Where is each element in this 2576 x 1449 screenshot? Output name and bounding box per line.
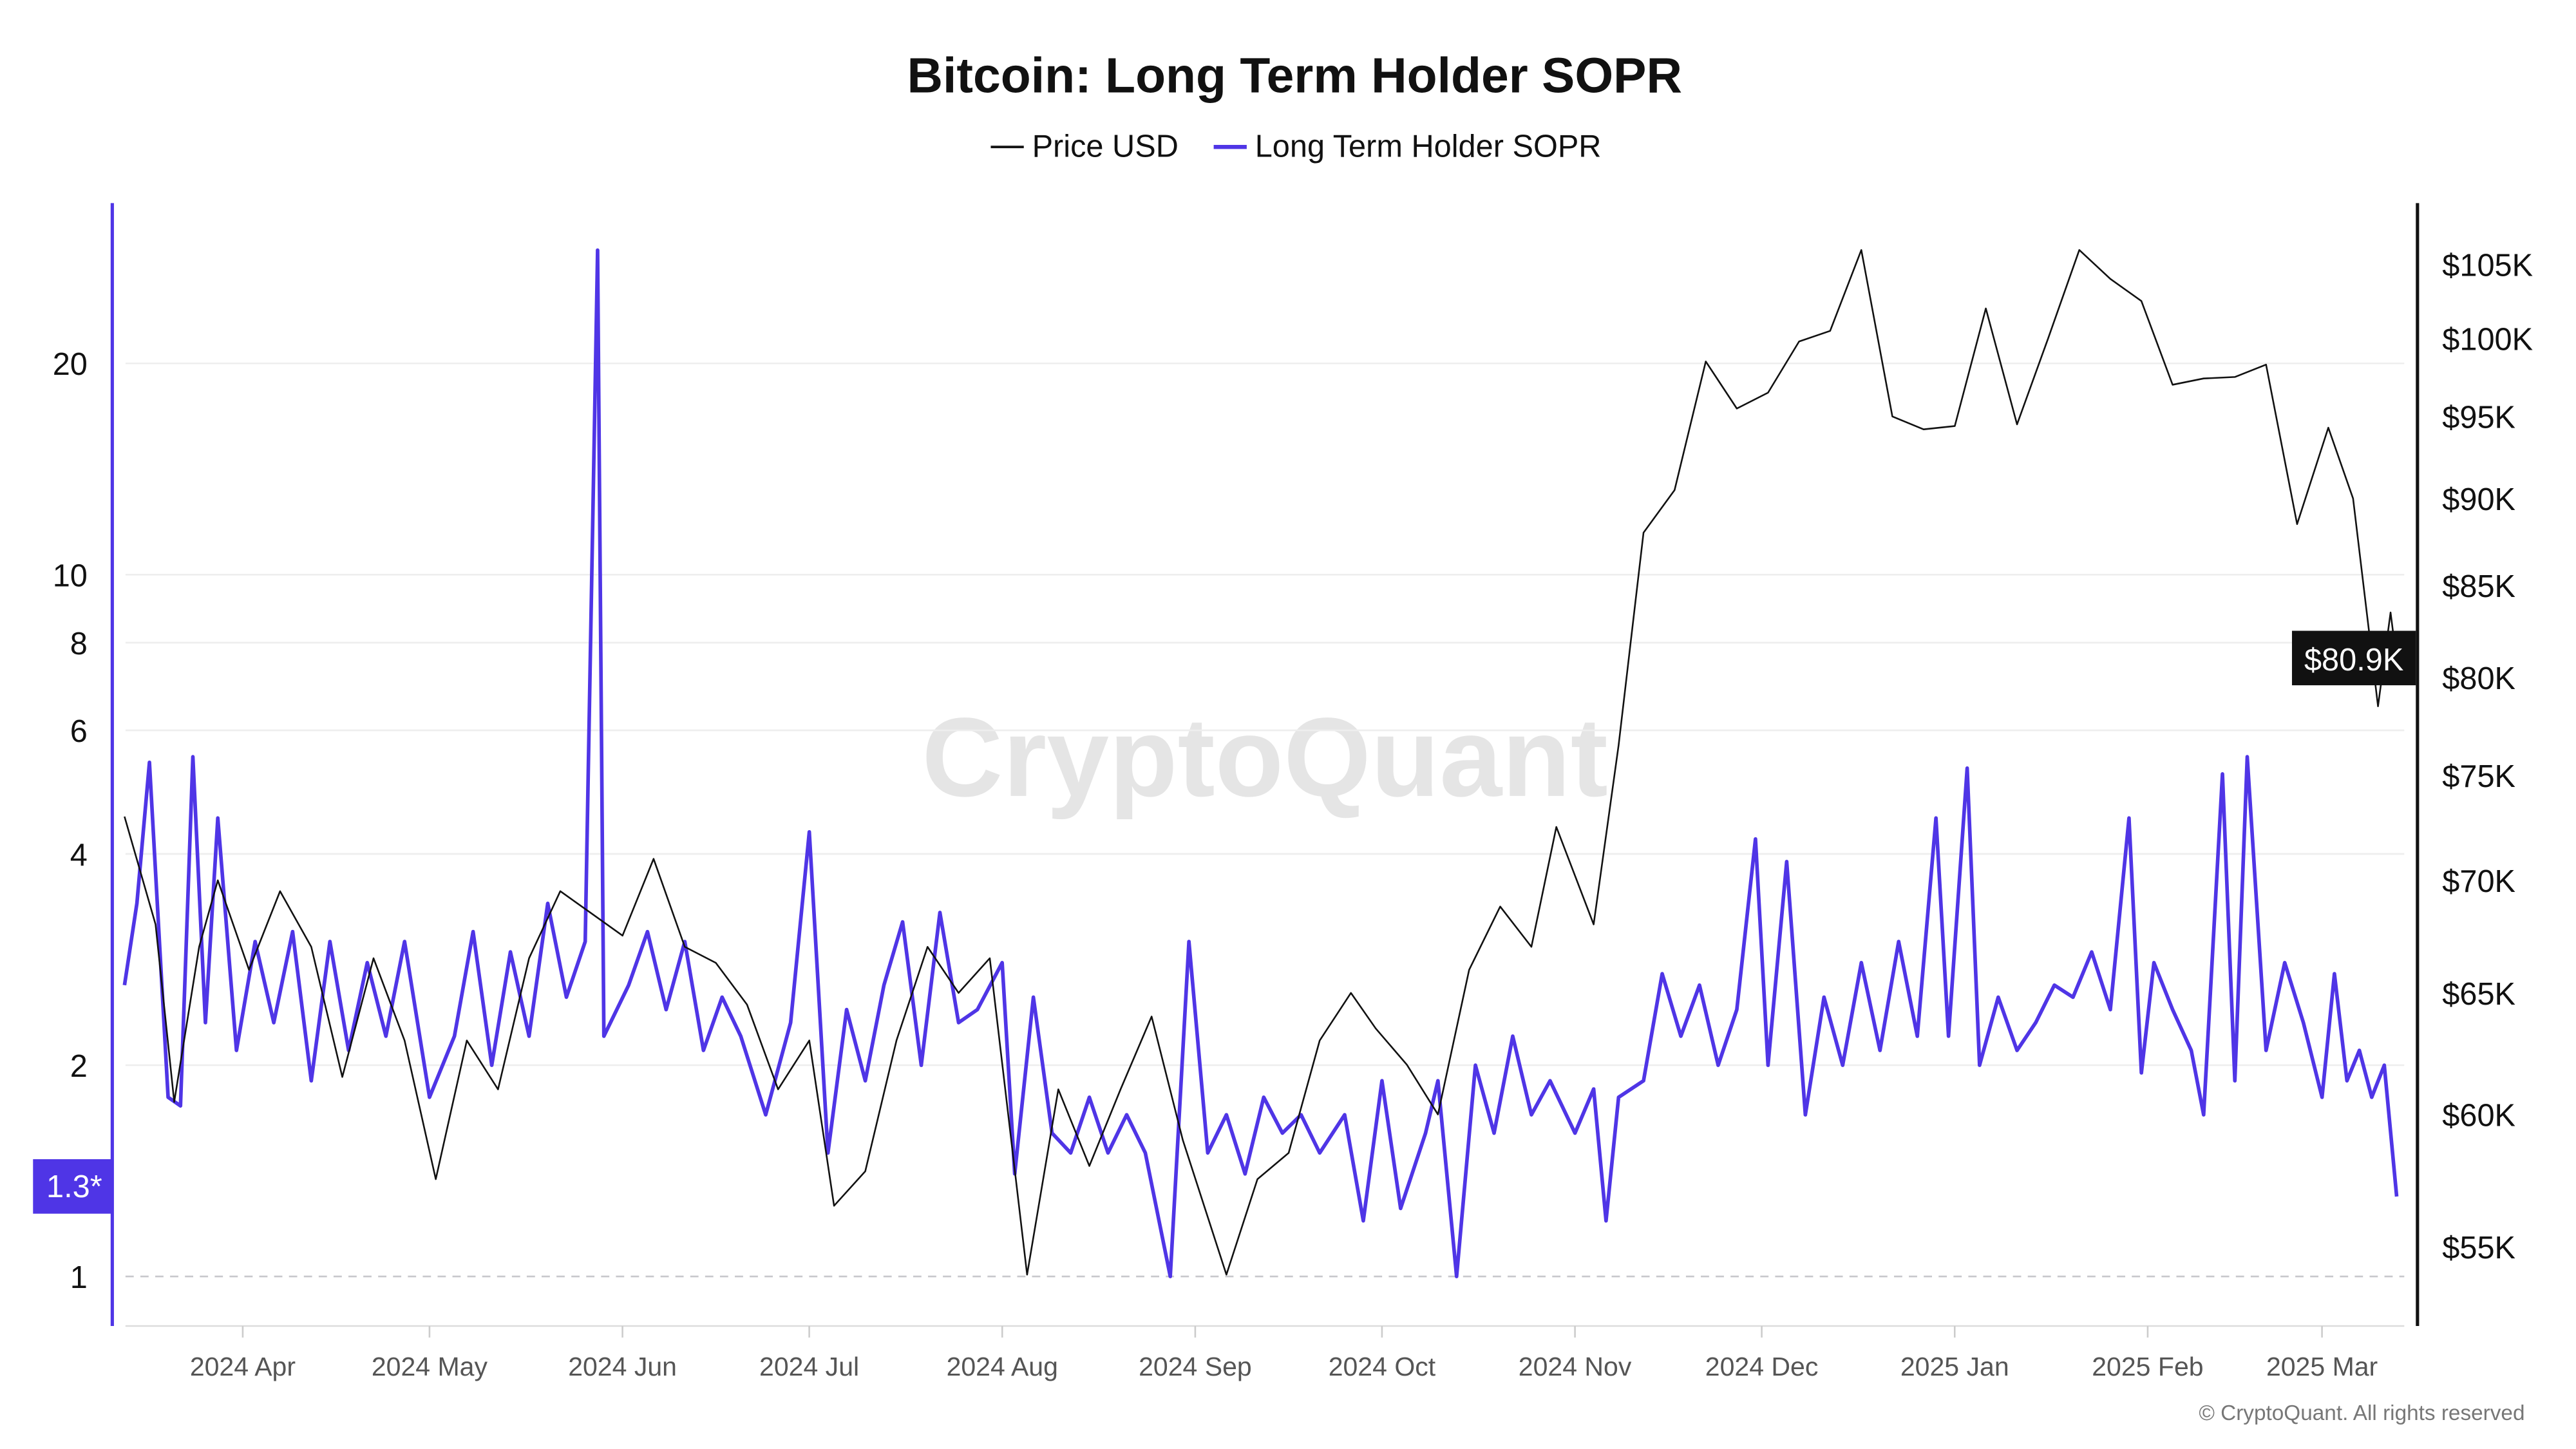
series-layer	[122, 248, 2399, 1278]
x-tick-label: 2024 Dec	[1705, 1352, 1819, 1381]
left-axis-ticks: 1 2 4 6 8 10 20	[53, 347, 88, 1295]
x-tick-label: 2024 Jun	[568, 1352, 677, 1381]
right-tick-label: $65K	[2442, 977, 2515, 1012]
left-tick-label: 6	[70, 714, 88, 749]
right-current-label: $80.9K	[2304, 643, 2403, 677]
right-tick-label: $100K	[2442, 323, 2533, 357]
x-tick-label: 2024 Sep	[1139, 1352, 1252, 1381]
left-tick-label: 4	[70, 838, 88, 873]
right-tick-label: $105K	[2442, 248, 2533, 283]
right-tick-label: $80K	[2442, 661, 2515, 696]
right-tick-label: $95K	[2442, 401, 2515, 435]
left-tick-label: 2	[70, 1049, 88, 1084]
left-tick-label: 8	[70, 627, 88, 661]
right-axis-ticks: $55K $60K $65K $70K $75K $80K $85K $90K $95K $100…	[2442, 248, 2533, 1265]
right-tick-label: $70K	[2442, 864, 2515, 899]
copyright: © CryptoQuant. All rights reserved	[2199, 1401, 2524, 1425]
x-tick-label: 2024 Nov	[1519, 1352, 1632, 1381]
right-tick-label: $55K	[2442, 1231, 2515, 1265]
right-current-badge: $80.9K	[2291, 630, 2416, 686]
x-tick-label: 2025 Feb	[2092, 1352, 2203, 1381]
x-tick-label: 2024 Oct	[1329, 1352, 1436, 1381]
chart-title: Bitcoin: Long Term Holder SOPR	[907, 48, 1682, 104]
right-tick-label: $60K	[2442, 1099, 2515, 1133]
left-current-label: 1.3*	[46, 1170, 102, 1204]
legend-sopr-label[interactable]: Long Term Holder SOPR	[1255, 129, 1602, 164]
right-tick-label: $90K	[2442, 482, 2515, 517]
left-tick-label: 20	[53, 347, 88, 382]
x-tick-label: 2024 Jul	[759, 1352, 859, 1381]
x-tick-label: 2024 Aug	[947, 1352, 1058, 1381]
right-tick-label: $75K	[2442, 759, 2515, 794]
x-tick-label: 2025 Mar	[2266, 1352, 2378, 1381]
right-tick-label: $85K	[2442, 569, 2515, 604]
grid	[125, 362, 2405, 1278]
legend: Price USD Long Term Holder SOPR	[990, 129, 1601, 164]
x-tick-label: 2024 Apr	[190, 1352, 296, 1381]
watermark: CryptoQuant	[922, 694, 1607, 820]
left-tick-label: 10	[53, 558, 88, 593]
x-tick-label: 2024 May	[372, 1352, 488, 1381]
x-tick-label: 2025 Jan	[1900, 1352, 2009, 1381]
left-tick-label: 1	[70, 1260, 88, 1295]
left-current-badge: 1.3*	[33, 1159, 113, 1214]
sopr-line	[122, 248, 2399, 1278]
x-axis-ticks: 2024 Apr 2024 May 2024 Jun 2024 Jul 2024 Aug…	[190, 1325, 2378, 1381]
price-line	[124, 249, 2398, 1276]
legend-price-label[interactable]: Price USD	[1032, 129, 1179, 164]
